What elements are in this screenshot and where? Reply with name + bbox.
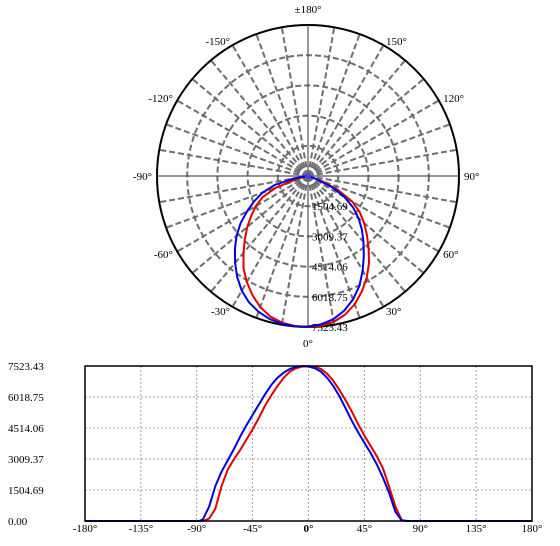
polar-spoke <box>307 44 385 177</box>
y-tick-label: 4514.06 <box>8 423 44 435</box>
polar-radial-label: 6018.75 <box>312 292 348 304</box>
polar-angle-label: -150° <box>205 36 230 48</box>
polar-spoke <box>307 33 361 177</box>
plot-frame <box>84 365 533 522</box>
x-tick-label: 45° <box>357 523 372 535</box>
polar-spoke <box>159 175 309 204</box>
polar-spoke <box>307 175 361 319</box>
polar-spoke <box>210 175 309 293</box>
polar-spoke <box>307 175 440 253</box>
polar-spoke <box>307 123 451 177</box>
polar-spoke <box>307 59 406 177</box>
polar-spoke <box>191 175 309 274</box>
polar-spoke <box>255 33 309 177</box>
y-tick-label: 7523.43 <box>8 361 44 373</box>
polar-plot: ±180° 150° 120° 90° 60° 30° 0° -30° -60° -90° -120… <box>133 4 479 350</box>
polar-center-dot <box>305 173 311 179</box>
y-tick-label: 3009.37 <box>8 454 44 466</box>
polar-spoke <box>307 175 336 325</box>
polar-radial-label: 4514.06 <box>312 262 348 274</box>
polar-spoke <box>307 78 425 177</box>
polar-spoke <box>307 175 425 274</box>
polar-spoke <box>176 99 309 177</box>
x-tick-label: 135° <box>466 523 487 535</box>
polar-spoke <box>307 175 385 308</box>
polar-spoke <box>165 175 309 229</box>
polar-radial-label: 1504.69 <box>312 201 348 213</box>
x-tick-label: 180° <box>522 523 543 535</box>
polar-spoke <box>255 175 309 319</box>
x-tick-label: -90° <box>187 523 206 535</box>
x-tick-label: -135° <box>129 523 154 535</box>
polar-spoke <box>307 27 336 177</box>
polar-spoke <box>191 78 309 177</box>
polar-spoke <box>165 123 309 177</box>
polar-spoke <box>231 44 309 177</box>
polar-spoke <box>307 175 406 293</box>
cartesian-plot: -180° -135° -90° -45° 0° 45° 90° 135° 180° 0.00 15… <box>8 361 542 535</box>
y-tick-label: 6018.75 <box>8 392 44 404</box>
polar-spoke <box>210 59 309 177</box>
polar-spoke <box>307 99 440 177</box>
polar-spoke <box>280 27 309 177</box>
x-tick-label: -180° <box>73 523 98 535</box>
polar-angle-label: -30° <box>211 306 230 318</box>
polar-spoke <box>231 175 309 308</box>
polar-spoke <box>307 175 451 229</box>
x-tick-label: 90° <box>413 523 428 535</box>
polar-spoke <box>176 175 309 253</box>
polar-angle-label: ±180° <box>295 4 322 16</box>
polar-angle-label: 60° <box>443 249 458 261</box>
polar-angle-label: -60° <box>154 249 173 261</box>
polar-angle-label: 0° <box>303 338 313 350</box>
polar-spoke <box>280 175 309 325</box>
polar-spoke <box>307 175 457 204</box>
polar-angle-label: 150° <box>386 36 407 48</box>
x-tick-label: -45° <box>243 523 262 535</box>
polar-angle-label: 30° <box>386 306 401 318</box>
x-tick-label: 0° <box>304 523 314 535</box>
polar-angle-label: 90° <box>464 171 479 183</box>
polar-radial-label: 3009.37 <box>312 231 348 243</box>
polar-spoke <box>307 148 457 177</box>
polar-angle-label: 120° <box>443 93 464 105</box>
y-tick-label: 1504.69 <box>8 485 44 497</box>
y-tick-label: 0.00 <box>8 516 28 528</box>
polar-series-curve <box>233 175 365 328</box>
polar-angle-label: -120° <box>148 93 173 105</box>
polar-spoke <box>159 148 309 177</box>
polar-angle-label: -90° <box>133 171 152 183</box>
